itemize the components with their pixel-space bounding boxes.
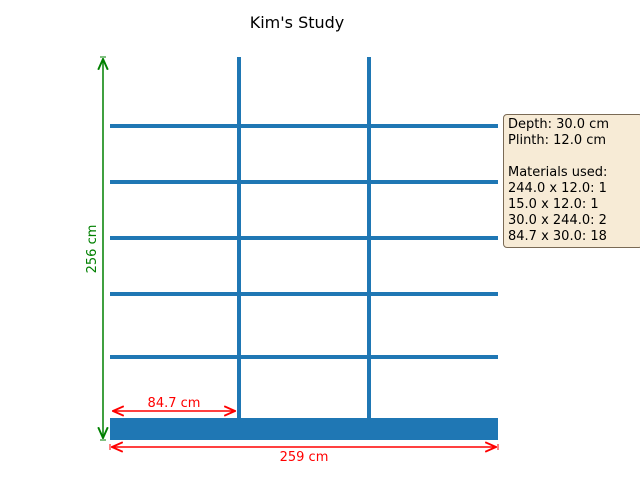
shelf-structure <box>110 57 498 440</box>
shelf-width-label: 84.7 cm <box>148 396 201 411</box>
shelf-width-dimension: 84.7 cm <box>113 396 235 411</box>
material-item: 30.0 x 244.0: 2 <box>508 213 607 228</box>
materials-heading: Materials used: <box>508 165 608 180</box>
info-box: Depth: 30.0 cm Plinth: 12.0 cm Materials… <box>503 114 640 248</box>
height-dimension: 256 cm <box>85 56 106 441</box>
material-item: 244.0 x 12.0: 1 <box>508 181 607 196</box>
width-label: 259 cm <box>280 450 329 465</box>
material-item: 84.7 x 30.0: 18 <box>508 229 607 244</box>
material-item: 15.0 x 12.0: 1 <box>508 197 599 212</box>
depth-text: Depth: 30.0 cm <box>508 117 609 132</box>
height-label: 256 cm <box>85 225 100 274</box>
plinth <box>110 418 498 440</box>
width-dimension: 259 cm <box>109 444 499 465</box>
info-spacer <box>508 149 638 165</box>
plinth-text: Plinth: 12.0 cm <box>508 133 607 148</box>
diagram-title: Kim's Study <box>250 13 345 32</box>
